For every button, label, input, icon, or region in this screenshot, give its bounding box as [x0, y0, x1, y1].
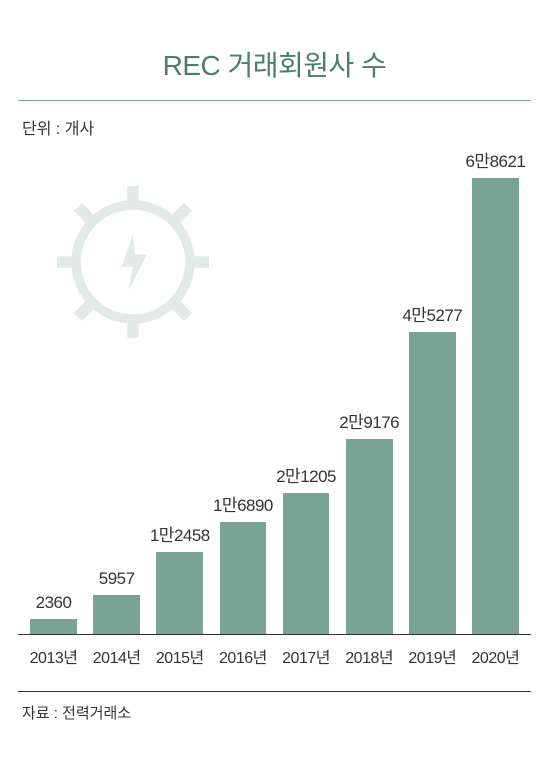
source-divider [18, 691, 531, 692]
bar [346, 439, 393, 635]
plot-area: 2360 5957 1만24581만68902만1205 2만9176 4만5277 6만… [18, 147, 531, 677]
x-axis-label: 2019년 [401, 644, 464, 668]
chart-title: REC 거래회원사 수 [18, 44, 531, 84]
bar [30, 619, 77, 635]
bar-value-label: 2만1205 [276, 462, 336, 487]
bar-column: 4만5277 [401, 147, 464, 635]
bar-column: 2만9176 [338, 147, 401, 635]
x-axis-label: 2016년 [211, 644, 274, 668]
x-axis-label: 2014년 [85, 644, 148, 668]
title-divider [18, 100, 531, 101]
bar-column: 6만8621 [464, 147, 527, 635]
x-axis-label: 2017년 [275, 644, 338, 668]
bar [472, 178, 519, 635]
bar-column: 1만6890 [211, 147, 274, 635]
source-label: 자료 : 전력거래소 [22, 702, 531, 723]
bar [283, 493, 330, 635]
bar [156, 552, 203, 636]
bar [409, 332, 456, 636]
bar [93, 595, 140, 635]
unit-label: 단위 : 개사 [22, 115, 531, 139]
bar [220, 522, 267, 635]
bar-value-label: 1만2458 [150, 521, 210, 546]
x-axis-label: 2015년 [148, 644, 211, 668]
bar-column: 5957 [85, 147, 148, 635]
bar-value-label: 1만6890 [213, 491, 273, 516]
bar-column: 2만1205 [275, 147, 338, 635]
x-axis: 2013년2014년2015년2016년2017년2018년2019년2020년 [18, 635, 531, 677]
x-axis-label: 2020년 [464, 644, 527, 668]
bar-value-label: 5957 [99, 569, 135, 589]
x-axis-label: 2018년 [338, 644, 401, 668]
bar-column: 2360 [22, 147, 85, 635]
bar-column: 1만2458 [148, 147, 211, 635]
chart-area: 2360 5957 1만24581만68902만1205 2만9176 4만5277 6만… [18, 147, 531, 677]
bar-value-label: 2360 [36, 593, 72, 613]
x-axis-label: 2013년 [22, 644, 85, 668]
bar-value-label: 4만5277 [402, 301, 462, 326]
bar-value-label: 2만9176 [339, 408, 399, 433]
bar-value-label: 6만8621 [465, 147, 525, 172]
bars-container: 2360 5957 1만24581만68902만1205 2만9176 4만5277 6만… [18, 147, 531, 635]
